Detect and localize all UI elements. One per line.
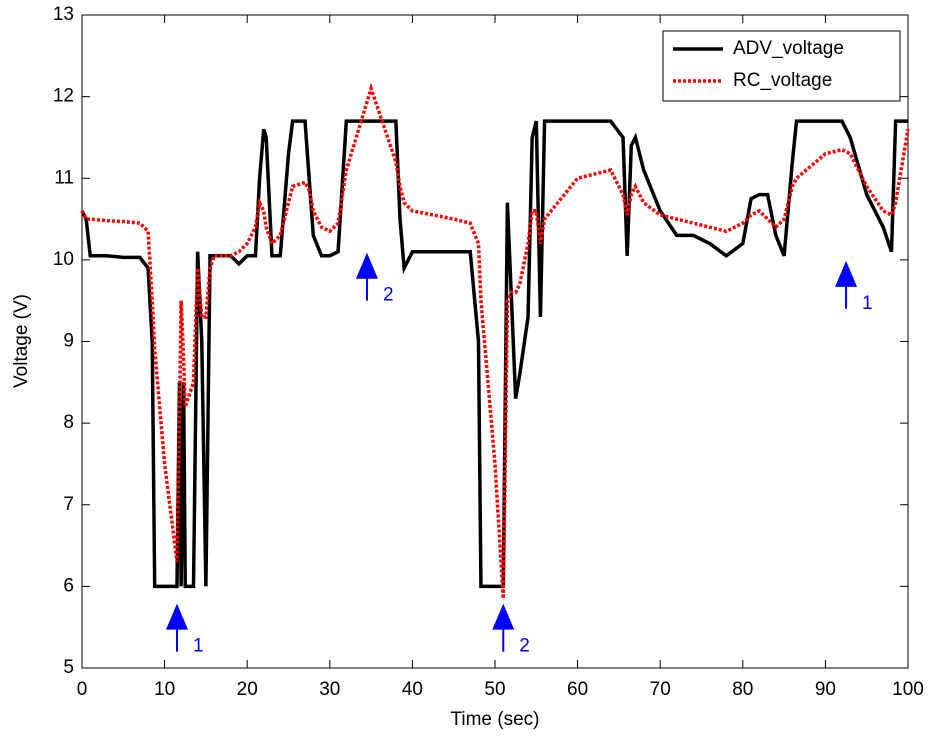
x-tick-label: 10 xyxy=(154,679,175,700)
series-line xyxy=(80,119,908,589)
y-tick-label: 12 xyxy=(53,86,74,107)
legend-label: RC_voltage xyxy=(733,70,832,91)
x-tick-label: 0 xyxy=(77,679,88,700)
x-tick-label: 60 xyxy=(567,679,588,700)
x-tick-label: 90 xyxy=(815,679,836,700)
annotation-arrow-head xyxy=(355,252,378,279)
y-tick-label: 7 xyxy=(63,494,74,515)
annotation-label: 2 xyxy=(383,285,394,306)
y-tick-label: 13 xyxy=(53,4,74,25)
annotation-arrow-head xyxy=(165,603,188,630)
y-tick-label: 9 xyxy=(63,331,74,352)
y-tick-label: 6 xyxy=(63,575,74,596)
annotation-label: 2 xyxy=(519,636,530,657)
x-tick-label: 20 xyxy=(237,679,258,700)
y-axis-label: Voltage (V) xyxy=(11,294,32,388)
annotation-label: 1 xyxy=(193,636,204,657)
x-tick-label: 50 xyxy=(484,679,505,700)
x-tick-label: 40 xyxy=(402,679,423,700)
legend-box xyxy=(662,30,901,102)
y-tick-label: 5 xyxy=(63,657,74,678)
annotation-label: 1 xyxy=(862,293,873,314)
x-tick-label: 70 xyxy=(650,679,671,700)
series-line xyxy=(80,82,910,599)
y-tick-label: 10 xyxy=(53,249,74,270)
y-tick-label: 8 xyxy=(63,412,74,433)
y-tick-label: 11 xyxy=(54,167,74,188)
x-tick-label: 30 xyxy=(319,679,340,700)
x-tick-label: 100 xyxy=(892,679,924,700)
annotation-arrow-head xyxy=(835,260,858,287)
x-axis-label: Time (sec) xyxy=(450,709,539,730)
legend-label: ADV_voltage xyxy=(733,38,844,59)
x-tick-label: 80 xyxy=(732,679,753,700)
annotation-arrow-head xyxy=(492,603,515,630)
